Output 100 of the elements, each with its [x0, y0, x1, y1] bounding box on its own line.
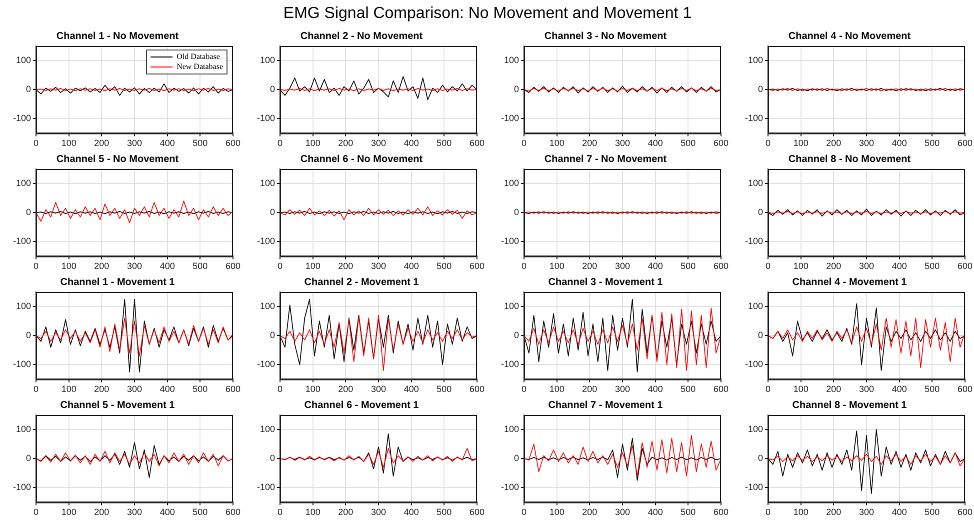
y-tick-label: 0	[758, 330, 763, 340]
y-tick-label: -100	[256, 236, 275, 246]
y-tick-label: 100	[260, 55, 275, 66]
y-tick-label: 0	[270, 453, 275, 464]
y-tick-label: 100	[748, 301, 763, 312]
chart-title: Channel 8 - No Movement	[788, 154, 912, 165]
y-tick-label: 100	[16, 301, 31, 312]
y-tick-label: 0	[270, 207, 275, 218]
x-tick-label: 200	[582, 138, 598, 148]
y-tick-label: -100	[500, 359, 519, 370]
x-tick-label: 100	[61, 507, 76, 518]
x-tick-label: 500	[192, 138, 208, 148]
x-tick-label: 500	[680, 384, 696, 394]
legend-label: New Database	[176, 62, 224, 72]
y-tick-label: -100	[12, 359, 31, 370]
x-tick-label: 600	[469, 507, 485, 518]
chart-title: Channel 6 - Movement 1	[304, 400, 420, 411]
x-tick-label: 100	[61, 384, 76, 394]
x-tick-label: 400	[648, 138, 663, 148]
y-tick-label: 100	[16, 178, 31, 188]
x-tick-label: 0	[33, 384, 39, 394]
x-tick-label: 100	[61, 138, 76, 148]
x-tick-label: 300	[370, 507, 386, 518]
x-tick-label: 300	[858, 507, 874, 518]
y-tick-label: 100	[504, 424, 519, 434]
y-tick-label: -100	[12, 113, 31, 124]
x-tick-label: 200	[338, 138, 354, 148]
y-tick-label: 100	[260, 178, 275, 188]
x-tick-label: 200	[826, 261, 842, 272]
x-tick-label: 100	[549, 507, 564, 518]
y-tick-label: 100	[16, 424, 31, 434]
x-tick-label: 200	[582, 507, 598, 518]
x-tick-label: 600	[225, 507, 241, 518]
y-tick-label: -100	[744, 359, 763, 370]
x-tick-label: 500	[436, 138, 452, 148]
y-tick-label: 100	[260, 301, 275, 312]
x-tick-label: 400	[404, 138, 419, 148]
y-tick-label: 100	[748, 424, 763, 434]
x-tick-label: 500	[924, 507, 940, 518]
x-tick-label: 0	[765, 384, 771, 394]
x-tick-label: 400	[404, 384, 419, 394]
y-tick-label: 100	[260, 424, 275, 434]
y-tick-label: -100	[256, 113, 275, 124]
x-tick-label: 100	[305, 261, 320, 272]
x-tick-label: 300	[858, 384, 874, 394]
y-tick-label: 0	[26, 207, 31, 218]
y-tick-label: 0	[514, 84, 519, 94]
y-tick-label: -100	[12, 236, 31, 246]
x-tick-label: 500	[924, 138, 940, 148]
x-tick-label: 600	[225, 384, 241, 394]
x-tick-label: 200	[338, 384, 354, 394]
y-tick-label: -100	[744, 482, 763, 492]
text: EMG Signal Comparison: No Movement and Movement 1	[282, 4, 693, 24]
x-tick-label: 200	[338, 507, 354, 518]
x-tick-label: 0	[521, 507, 527, 518]
chart-title: Channel 8 - Movement 1	[792, 400, 908, 411]
chart-title: Channel 3 - Movement 1	[548, 276, 664, 288]
x-tick-label: 600	[957, 261, 973, 272]
x-tick-label: 400	[160, 384, 175, 394]
x-tick-label: 300	[614, 507, 630, 518]
x-tick-label: 500	[680, 507, 696, 518]
y-tick-label: 0	[514, 330, 519, 340]
x-tick-label: 300	[614, 138, 630, 148]
x-tick-label: 300	[858, 138, 874, 148]
x-tick-label: 400	[648, 507, 663, 518]
x-tick-label: 100	[549, 384, 564, 394]
x-tick-label: 0	[521, 384, 527, 394]
x-tick-label: 500	[436, 261, 452, 272]
x-tick-label: 100	[305, 507, 320, 518]
x-tick-label: 200	[826, 507, 842, 518]
y-tick-label: -100	[256, 482, 275, 492]
x-tick-label: 0	[765, 507, 771, 518]
x-tick-label: 600	[225, 138, 241, 148]
y-tick-label: 0	[514, 207, 519, 218]
chart-title: Channel 7 - Movement 1	[548, 400, 664, 411]
y-tick-label: 100	[748, 55, 763, 66]
x-tick-label: 100	[793, 138, 808, 148]
x-tick-label: 300	[126, 384, 142, 394]
y-tick-label: 0	[270, 84, 275, 94]
y-tick-label: 0	[514, 453, 519, 464]
x-tick-label: 600	[469, 261, 485, 272]
chart-title: Channel 7 - No Movement	[544, 154, 668, 165]
chart-title: Channel 1 - Movement 1	[60, 276, 176, 288]
x-tick-label: 200	[826, 138, 842, 148]
y-tick-label: 0	[270, 330, 275, 340]
x-tick-label: 500	[680, 138, 696, 148]
x-tick-label: 300	[126, 507, 142, 518]
chart-title: Channel 2 - Movement 1	[304, 276, 420, 288]
x-tick-label: 600	[713, 507, 729, 518]
x-tick-label: 0	[277, 507, 283, 518]
y-tick-label: 100	[504, 178, 519, 188]
y-tick-label: 0	[758, 84, 763, 94]
x-tick-label: 300	[370, 384, 386, 394]
x-tick-label: 500	[680, 261, 696, 272]
chart-title: Channel 4 - No Movement	[788, 30, 912, 42]
y-tick-label: 0	[26, 84, 31, 94]
x-tick-label: 300	[370, 138, 386, 148]
y-tick-label: -100	[500, 482, 519, 492]
x-tick-label: 300	[614, 261, 630, 272]
y-tick-label: 0	[758, 453, 763, 464]
